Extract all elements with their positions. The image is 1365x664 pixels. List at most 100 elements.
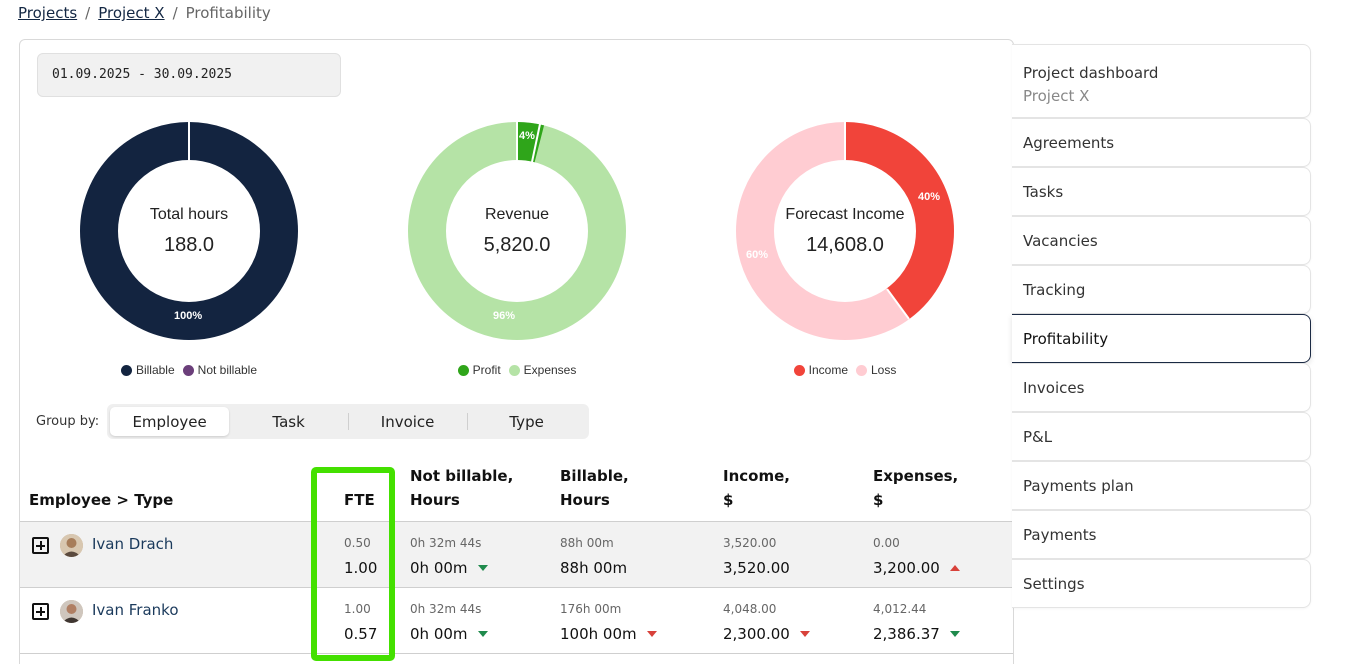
fte-actual-value: 1.00	[344, 559, 378, 577]
legend-profit[interactable]: Profit	[457, 363, 501, 377]
expenses-actual: 3,200.00	[873, 559, 960, 577]
breadcrumb-current: Profitability	[185, 4, 271, 22]
revenue-chart: Revenue 5,820.0 4% 96% Profit Expenses	[407, 121, 627, 377]
not-billable-cell: 0h 32m 44s 0h 00m	[410, 535, 488, 577]
legend-label: Profit	[472, 363, 501, 377]
expenses-actual: 2,386.37	[873, 625, 960, 643]
col-expenses[interactable]: Expenses, $	[873, 464, 958, 512]
profitability-panel: 01.09.2025 - 30.09.2025 Total hours 188.…	[19, 39, 1014, 664]
group-by-employee[interactable]: Employee	[110, 407, 230, 436]
not-billable-actual: 0h 00m	[410, 559, 488, 577]
col-not-billable-line2: Hours	[410, 491, 460, 509]
nav-project-dashboard[interactable]: Project dashboard Project X	[1012, 44, 1311, 118]
legend-income[interactable]: Income	[793, 363, 848, 377]
legend-billable[interactable]: Billable	[120, 363, 175, 377]
nav-tasks[interactable]: Tasks	[1012, 167, 1311, 216]
forecast-income-center: Forecast Income 14,608.0	[735, 121, 955, 341]
col-expenses-line1: Expenses,	[873, 467, 959, 485]
fte-plan: 0.50	[344, 536, 371, 550]
total-hours-chart: Total hours 188.0 100% Billable Not bill…	[79, 121, 299, 377]
breadcrumb-separator: /	[85, 4, 91, 22]
col-expenses-line2: $	[873, 491, 884, 509]
group-by-task[interactable]: Task	[272, 412, 305, 431]
legend-dot	[120, 364, 132, 376]
forecast-income-donut	[736, 122, 954, 340]
nav-sublabel: Project X	[1023, 87, 1090, 105]
nav-pl[interactable]: P&L	[1012, 412, 1311, 461]
loss-pct-label: 60%	[746, 249, 769, 261]
revenue-value: 5,820.0	[483, 233, 551, 256]
group-by-invoice[interactable]: Invoice	[348, 407, 467, 436]
billable-plan: 176h 00m	[560, 602, 622, 616]
total-hours-title: Total hours	[149, 205, 229, 223]
billable-value: 100h 00m	[560, 625, 637, 643]
not-billable-plan: 0h 32m 44s	[410, 536, 482, 550]
billable-cell: 88h 00m 88h 00m	[560, 535, 627, 577]
col-billable-line1: Billable,	[560, 467, 629, 485]
trend-up-icon	[949, 565, 960, 571]
fte-cell: 0.50 1.00	[344, 535, 377, 577]
expenses-cell: 4,012.44 2,386.37	[873, 601, 960, 643]
avatar-image	[60, 600, 83, 623]
col-billable[interactable]: Billable, Hours	[560, 464, 629, 512]
avatar	[60, 534, 83, 557]
billable-pct-label: 100%	[174, 310, 203, 322]
nav-settings[interactable]: Settings	[1012, 559, 1311, 608]
legend-label: Loss	[871, 363, 897, 377]
nav-payments-plan[interactable]: Payments plan	[1012, 461, 1311, 510]
table-row[interactable]: Ivan Drach 0.50 1.00 0h 32m 44s 0h 00m 8…	[20, 522, 1013, 588]
group-by-type[interactable]: Type	[467, 407, 586, 436]
total-hours-donut	[80, 122, 298, 340]
col-not-billable[interactable]: Not billable, Hours	[410, 464, 513, 512]
legend-dot	[856, 364, 867, 376]
expand-row-icon[interactable]	[32, 537, 49, 554]
forecast-income-legend: Income Loss	[735, 363, 955, 377]
nav-agreements[interactable]: Agreements	[1012, 118, 1311, 167]
nav-vacancies[interactable]: Vacancies	[1012, 216, 1311, 265]
legend-label: Billable	[135, 363, 175, 377]
col-income-line1: Income,	[723, 467, 790, 485]
breadcrumb-project-link[interactable]: Project X	[98, 4, 165, 22]
not-billable-actual: 0h 00m	[410, 625, 488, 643]
legend-dot	[182, 364, 194, 376]
expenses-value: 2,386.37	[873, 625, 940, 643]
revenue-center: Revenue 5,820.0	[407, 121, 627, 341]
employee-name[interactable]: Ivan Drach	[92, 535, 174, 553]
expenses-value: 3,200.00	[873, 559, 940, 577]
breadcrumb-projects-link[interactable]: Projects	[18, 4, 78, 22]
nav-profitability[interactable]: Profitability	[1012, 314, 1311, 363]
revenue-title: Revenue	[484, 205, 550, 223]
col-income[interactable]: Income, $	[723, 464, 790, 512]
profitability-table: Employee > Type FTE Not billable, Hours …	[20, 460, 1013, 654]
not-billable-plan: 0h 32m 44s	[410, 602, 482, 616]
income-actual: 2,300.00	[723, 625, 810, 643]
table-row[interactable]: Ivan Franko 1.00 0.57 0h 32m 44s 0h 00m …	[20, 588, 1013, 654]
col-income-line2: $	[723, 491, 734, 509]
col-employee-type[interactable]: Employee > Type	[29, 491, 174, 509]
income-pct-label: 40%	[918, 191, 941, 203]
nav-payments[interactable]: Payments	[1012, 510, 1311, 559]
nav-invoices[interactable]: Invoices	[1012, 363, 1311, 412]
income-cell: 3,520.00 3,520.00	[723, 535, 790, 577]
legend-loss[interactable]: Loss	[856, 363, 896, 377]
trend-down-icon	[646, 631, 657, 637]
date-range-picker[interactable]: 01.09.2025 - 30.09.2025	[37, 53, 341, 97]
trend-down-icon	[799, 631, 810, 637]
breadcrumb-separator: /	[172, 4, 178, 22]
billable-plan: 88h 00m	[560, 536, 614, 550]
expand-row-icon[interactable]	[32, 603, 49, 620]
fte-cell: 1.00 0.57	[344, 601, 377, 643]
nav-tracking[interactable]: Tracking	[1012, 265, 1311, 314]
trend-down-icon	[477, 565, 488, 571]
employee-name[interactable]: Ivan Franko	[92, 601, 179, 619]
col-fte[interactable]: FTE	[344, 491, 375, 509]
col-not-billable-line1: Not billable,	[410, 467, 514, 485]
legend-expenses[interactable]: Expenses	[508, 363, 576, 377]
not-billable-value: 0h 00m	[410, 625, 468, 643]
col-billable-line2: Hours	[560, 491, 610, 509]
table-header: Employee > Type FTE Not billable, Hours …	[20, 460, 1013, 522]
legend-not-billable[interactable]: Not billable	[182, 363, 257, 377]
fte-actual: 1.00	[344, 559, 377, 577]
expenses-cell: 0.00 3,200.00	[873, 535, 960, 577]
revenue-legend: Profit Expenses	[407, 363, 627, 377]
